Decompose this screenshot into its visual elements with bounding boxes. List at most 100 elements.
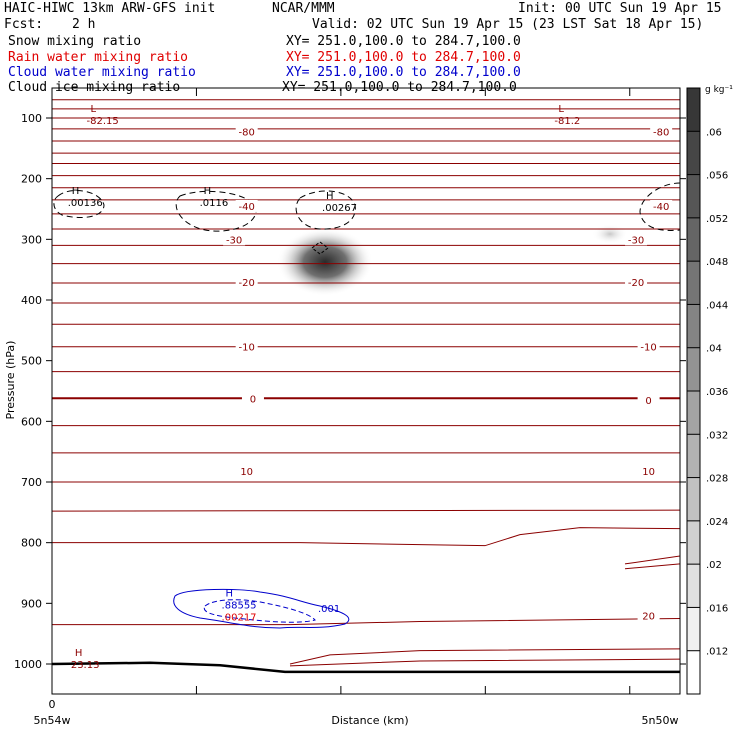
extremum-letter: H (72, 186, 80, 197)
extremum-value: -82.15 (87, 116, 119, 127)
init-time: Init: 00 UTC Sun 19 Apr 15 (518, 1, 722, 16)
forecast-label: Fcst: (4, 17, 44, 32)
cloud-water-contour (173, 588, 350, 629)
label-background (223, 233, 246, 246)
temperature-label: 10 (240, 467, 253, 478)
extremum-letter: L (558, 104, 564, 115)
label-background (625, 275, 648, 288)
colorbar-swatch (687, 520, 700, 565)
y-tick-label: 200 (21, 173, 42, 186)
colorbar-tick-label: .02 (706, 560, 722, 571)
label-background (637, 609, 660, 622)
extremum-value: .88555 (222, 600, 257, 611)
colorbar-swatch (687, 174, 700, 219)
run-title: HAIC-HIWC 13km ARW-GFS init (4, 1, 216, 16)
label-background (235, 340, 258, 353)
temperature-label: -80 (239, 127, 255, 138)
colorbar-tick-label: .056 (706, 171, 728, 182)
cloud-ice-contour (639, 182, 680, 231)
colorbar-swatch (687, 607, 700, 652)
colorbar-tick-label: .052 (706, 214, 728, 225)
colorbar-tick-label: .028 (706, 474, 728, 485)
colorbar-tick-label: .036 (706, 387, 728, 398)
colorbar-swatch (687, 650, 700, 695)
isotherm-lines (52, 99, 680, 674)
y-tick-label: 800 (21, 537, 42, 550)
legend-rain-name: Rain water mixing ratio (8, 50, 189, 65)
extremum-value: .0116 (200, 198, 229, 209)
temperature-label: -30 (226, 235, 242, 246)
temperature-label: -10 (239, 343, 255, 354)
colorbar-swatch (687, 477, 700, 522)
cloud-ice-contour (295, 190, 356, 230)
isotherm-line (624, 555, 680, 565)
colorbar-tick-label: .06 (706, 127, 722, 138)
label-background (650, 199, 673, 212)
colorbar-swatch (687, 304, 700, 349)
extremum-value: .00136 (68, 198, 103, 209)
x-left-location: 5n54w (34, 714, 71, 727)
extremum-letter: H (75, 648, 83, 659)
temperature-label: 0 (250, 394, 256, 405)
label-background (637, 394, 660, 407)
colorbar-swatch (687, 217, 700, 262)
legend-cloudwater-xy: XY= 251.0,100.0 to 284.7,100.0 (286, 65, 521, 80)
colorbar-tick-label: .04 (706, 344, 722, 355)
label-background (241, 392, 264, 405)
forecast-hour: 2 h (72, 17, 96, 32)
y-tick-label: 700 (21, 476, 42, 489)
snow-secondary-shading (592, 224, 628, 244)
isotherm-line (52, 618, 680, 626)
extremum-value: 23.13 (71, 660, 100, 671)
extremum-letter: L (91, 104, 97, 115)
y-tick-label: 400 (21, 294, 42, 307)
contour-labels: -80 -80-40 -40-30 -30-20 -20-10 -100 010 1020L-… (68, 104, 673, 671)
snow-contour (311, 241, 329, 255)
temperature-label: 10 (642, 467, 655, 478)
cloud-water-label: .001 (318, 604, 340, 615)
extremum-letter: H (326, 191, 334, 202)
colorbar-tick-label: .032 (706, 430, 728, 441)
label-background (235, 125, 258, 138)
temperature-label: -30 (628, 235, 644, 246)
colorbar-unit: g kg⁻¹ (705, 85, 733, 95)
legend-cloudwater-name: Cloud water mixing ratio (8, 65, 196, 80)
colorbar-tick-label: .012 (706, 647, 728, 658)
valid-time: Valid: 02 UTC Sun 19 Apr 15 (23 LST Sat … (312, 17, 704, 32)
cloud-ice-contour (175, 190, 257, 232)
temperature-label: 0 (645, 396, 651, 407)
y-tick-label: 600 (21, 415, 42, 428)
y-tick-label: 500 (21, 355, 42, 368)
label-background (235, 275, 258, 288)
colorbar-tick-label: .016 (706, 603, 728, 614)
legend-snow-xy: XY= 251.0,100.0 to 284.7,100.0 (286, 34, 521, 49)
mixing-ratio-contours (53, 182, 680, 629)
temperature-label: -10 (640, 343, 656, 354)
y-tick-label: 300 (21, 233, 42, 246)
extremum-value: .00217 (222, 612, 257, 623)
label-background (235, 199, 258, 212)
x-axis-label: Distance (km) (331, 714, 408, 727)
isotherm-line (52, 527, 680, 547)
y-axis-label: Pressure (hPa) (4, 341, 17, 420)
colorbar-swatch (687, 131, 700, 176)
isotherm-line (52, 509, 680, 512)
label-background (637, 340, 660, 353)
isotherm-line (624, 563, 680, 570)
y-tick-label: 100 (21, 112, 42, 125)
colorbar-swatch (687, 261, 700, 305)
cloud-ice-contour (53, 189, 105, 218)
colorbar-tick-label: .048 (706, 257, 728, 268)
label-background (637, 465, 660, 478)
snow-shading (277, 224, 628, 296)
temperature-label: 20 (642, 611, 655, 622)
isotherm-line (289, 648, 680, 665)
x-right-location: 5n50w (642, 714, 679, 727)
colorbar-swatch (687, 347, 700, 392)
label-background (625, 233, 648, 246)
extremum-value: .00267 (322, 203, 357, 214)
temperature-label: -40 (653, 202, 669, 213)
colorbar-swatch (687, 391, 700, 435)
